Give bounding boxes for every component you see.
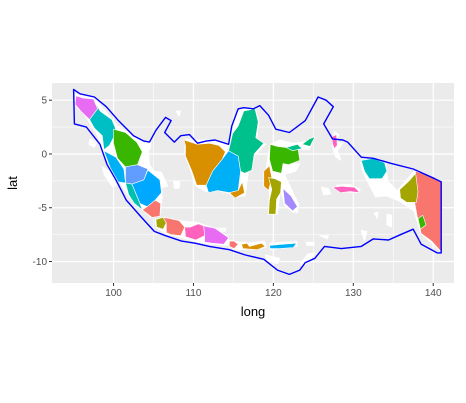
province-bali <box>229 240 239 249</box>
province-maluku <box>332 185 360 193</box>
country-boundary <box>72 88 442 276</box>
province-sulawesi-utara <box>301 136 316 147</box>
province-ntb <box>241 242 266 250</box>
x-tick-label: 130 <box>345 288 362 299</box>
x-axis-ticks: 100 110 120 130 140 <box>105 283 442 299</box>
country-boundary-layer <box>72 88 442 276</box>
province-kalimantan-timur <box>228 108 265 174</box>
island-natuna <box>175 110 182 117</box>
island-belitung <box>173 180 181 189</box>
y-axis-ticks: -10 -5 0 5 <box>33 96 52 268</box>
province-gorontalo <box>285 144 303 151</box>
x-axis-title: long <box>241 304 266 319</box>
province-papua-tengah <box>399 173 419 203</box>
x-tick-label: 100 <box>105 288 122 299</box>
province-sumatera-selatan <box>131 169 162 207</box>
island-tanimbar <box>360 229 368 242</box>
island-nias <box>88 138 98 148</box>
y-tick-label: -10 <box>33 257 48 268</box>
province-ntt <box>269 242 297 249</box>
y-tick-label: 0 <box>41 149 47 160</box>
provinces-layer <box>74 95 442 253</box>
island-kai <box>373 211 379 219</box>
province-lampung <box>142 199 161 218</box>
province-sumatera-utara <box>89 98 117 150</box>
x-tick-label: 120 <box>265 288 282 299</box>
province-kalimantan-selatan <box>229 181 245 199</box>
y-tick-label: -5 <box>38 203 47 214</box>
province-sulawesi-tengah <box>269 144 301 174</box>
island-buru <box>320 186 332 196</box>
province-banten <box>155 217 167 230</box>
province-sulawesi-tenggara <box>282 188 298 212</box>
province-jawa-timur <box>203 225 229 245</box>
province-papua-selatan <box>417 215 427 230</box>
x-tick-label: 110 <box>185 288 201 299</box>
island-aru <box>386 213 393 228</box>
island-alor <box>305 241 315 246</box>
province-maluku-utara <box>331 134 338 149</box>
x-tick-label: 140 <box>425 288 442 299</box>
island-mentawai <box>101 166 118 188</box>
province-sulawesi-selatan <box>268 177 282 215</box>
island-wetar <box>319 235 329 240</box>
province-jawa-barat <box>162 217 185 236</box>
y-axis-title: lat <box>5 176 20 190</box>
island-sumba <box>265 254 281 264</box>
y-tick-label: 5 <box>41 96 47 107</box>
